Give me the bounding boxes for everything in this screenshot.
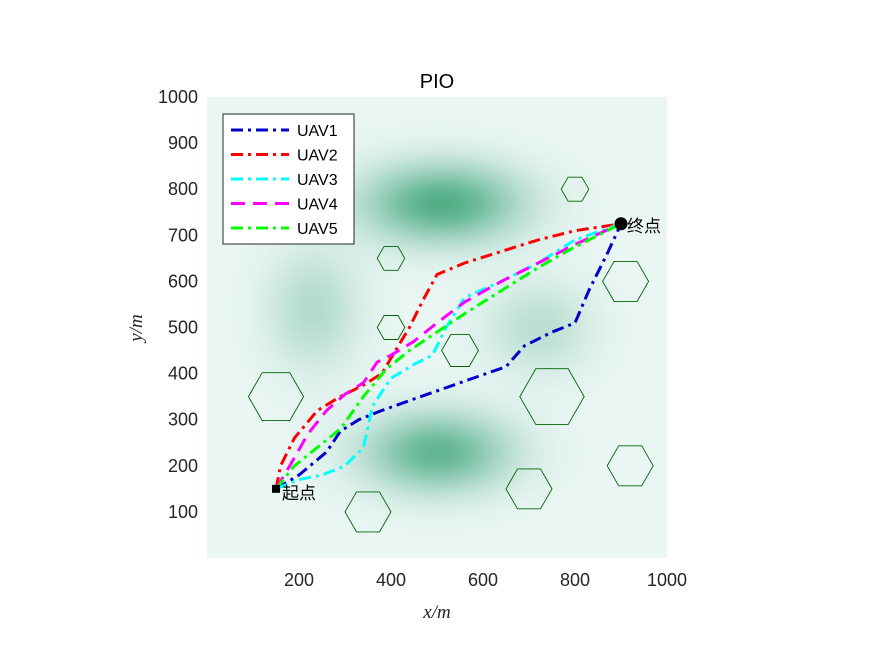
y-tick-label: 900 [168,133,198,153]
y-axis-label: y/m [126,314,147,343]
obstacle-layer [247,176,654,533]
obstacle-hexagon [344,491,392,533]
y-tick-label: 600 [168,271,198,291]
y-tick-label: 500 [168,318,198,338]
legend: UAV1 UAV2 UAV3 UAV4 UAV5 [222,113,355,245]
x-tick-label: 200 [284,570,314,590]
marker-layer: 起点 终点 [272,217,661,504]
x-axis-label: x/m [422,602,450,623]
obstacle-hexagon [505,468,553,510]
legend-label: UAV5 [297,221,338,238]
obstacle-hexagon [376,245,406,271]
x-tick-label: 800 [560,570,590,590]
x-tick-label: 600 [468,570,498,590]
start-marker [272,484,280,493]
obstacle-hexagon [560,176,590,202]
obstacle-hexagon [519,368,585,426]
y-tick-label: 700 [168,225,198,245]
tick-layer: 200 400 600 800 1000 100 200 300 400 500 600 700 800… [158,87,687,590]
chart-title: PIO [420,71,454,93]
legend-label: UAV1 [297,123,338,140]
x-tick-label: 400 [376,570,406,590]
y-tick-label: 1000 [158,87,198,107]
series-line-uav2 [274,222,622,490]
series-layer [274,222,623,491]
y-tick-label: 800 [168,179,198,199]
obstacle-hexagon [602,260,650,302]
legend-label: UAV2 [297,148,338,165]
end-marker [614,217,628,231]
obstacle-hexagon [606,445,654,487]
obstacle-hexagon [247,372,305,422]
obstacle-hexagon [376,315,406,340]
series-line-uav4 [274,222,622,490]
y-tick-label: 100 [168,502,198,522]
y-tick-label: 200 [168,456,198,476]
legend-label: UAV3 [297,172,338,189]
series-line-uav1 [275,223,623,491]
legend-label: UAV4 [297,197,338,214]
obstacle-hexagon [441,334,479,367]
series-line-uav5 [274,222,622,490]
y-tick-label: 400 [168,364,198,384]
start-label: 起点 [282,484,316,504]
x-tick-label: 1000 [647,570,687,590]
end-label: 终点 [627,217,661,237]
y-tick-label: 300 [168,410,198,430]
